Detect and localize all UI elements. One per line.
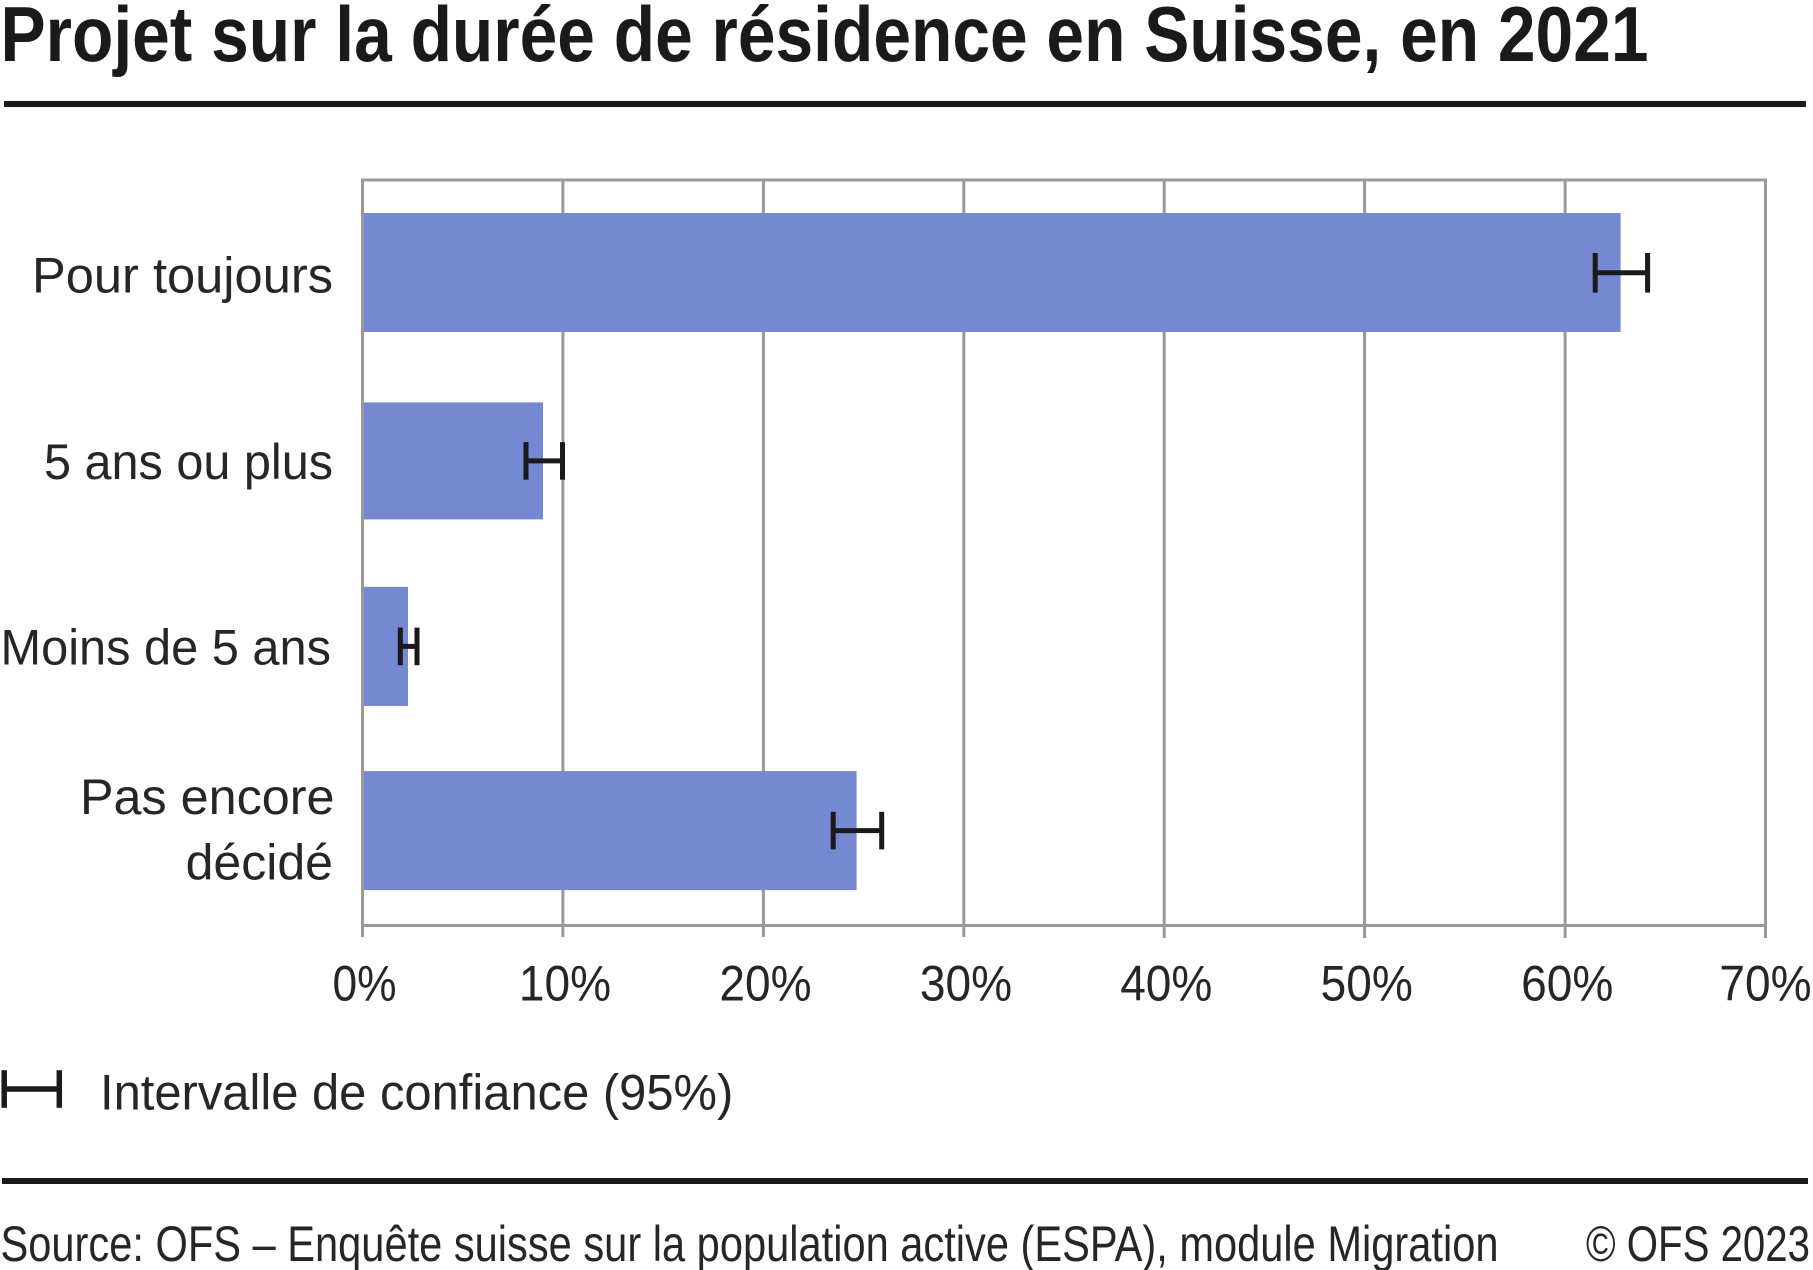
svg-text:50%: 50%	[1321, 956, 1413, 1012]
svg-text:20%: 20%	[719, 956, 811, 1012]
svg-text:Pour toujours: Pour toujours	[32, 248, 333, 304]
svg-text:0%: 0%	[333, 956, 397, 1012]
svg-text:60%: 60%	[1521, 956, 1613, 1012]
svg-text:Intervalle de confiance (95%): Intervalle de confiance (95%)	[100, 1065, 733, 1121]
svg-text:10%: 10%	[519, 956, 611, 1012]
svg-text:Pas encore: Pas encore	[80, 769, 335, 825]
svg-text:40%: 40%	[1120, 956, 1212, 1012]
svg-text:5 ans ou plus: 5 ans ou plus	[44, 434, 333, 490]
svg-text:Projet sur la durée de résiden: Projet sur la durée de résidence en Suis…	[1, 0, 1649, 78]
svg-text:70%: 70%	[1719, 956, 1811, 1012]
svg-text:Source: OFS – Enquête suisse s: Source: OFS – Enquête suisse sur la popu…	[1, 1216, 1499, 1270]
svg-text:décidé: décidé	[186, 835, 333, 891]
svg-text:30%: 30%	[920, 956, 1012, 1012]
svg-text:© OFS 2023: © OFS 2023	[1586, 1216, 1810, 1270]
svg-text:Moins de 5 ans: Moins de 5 ans	[1, 620, 332, 676]
